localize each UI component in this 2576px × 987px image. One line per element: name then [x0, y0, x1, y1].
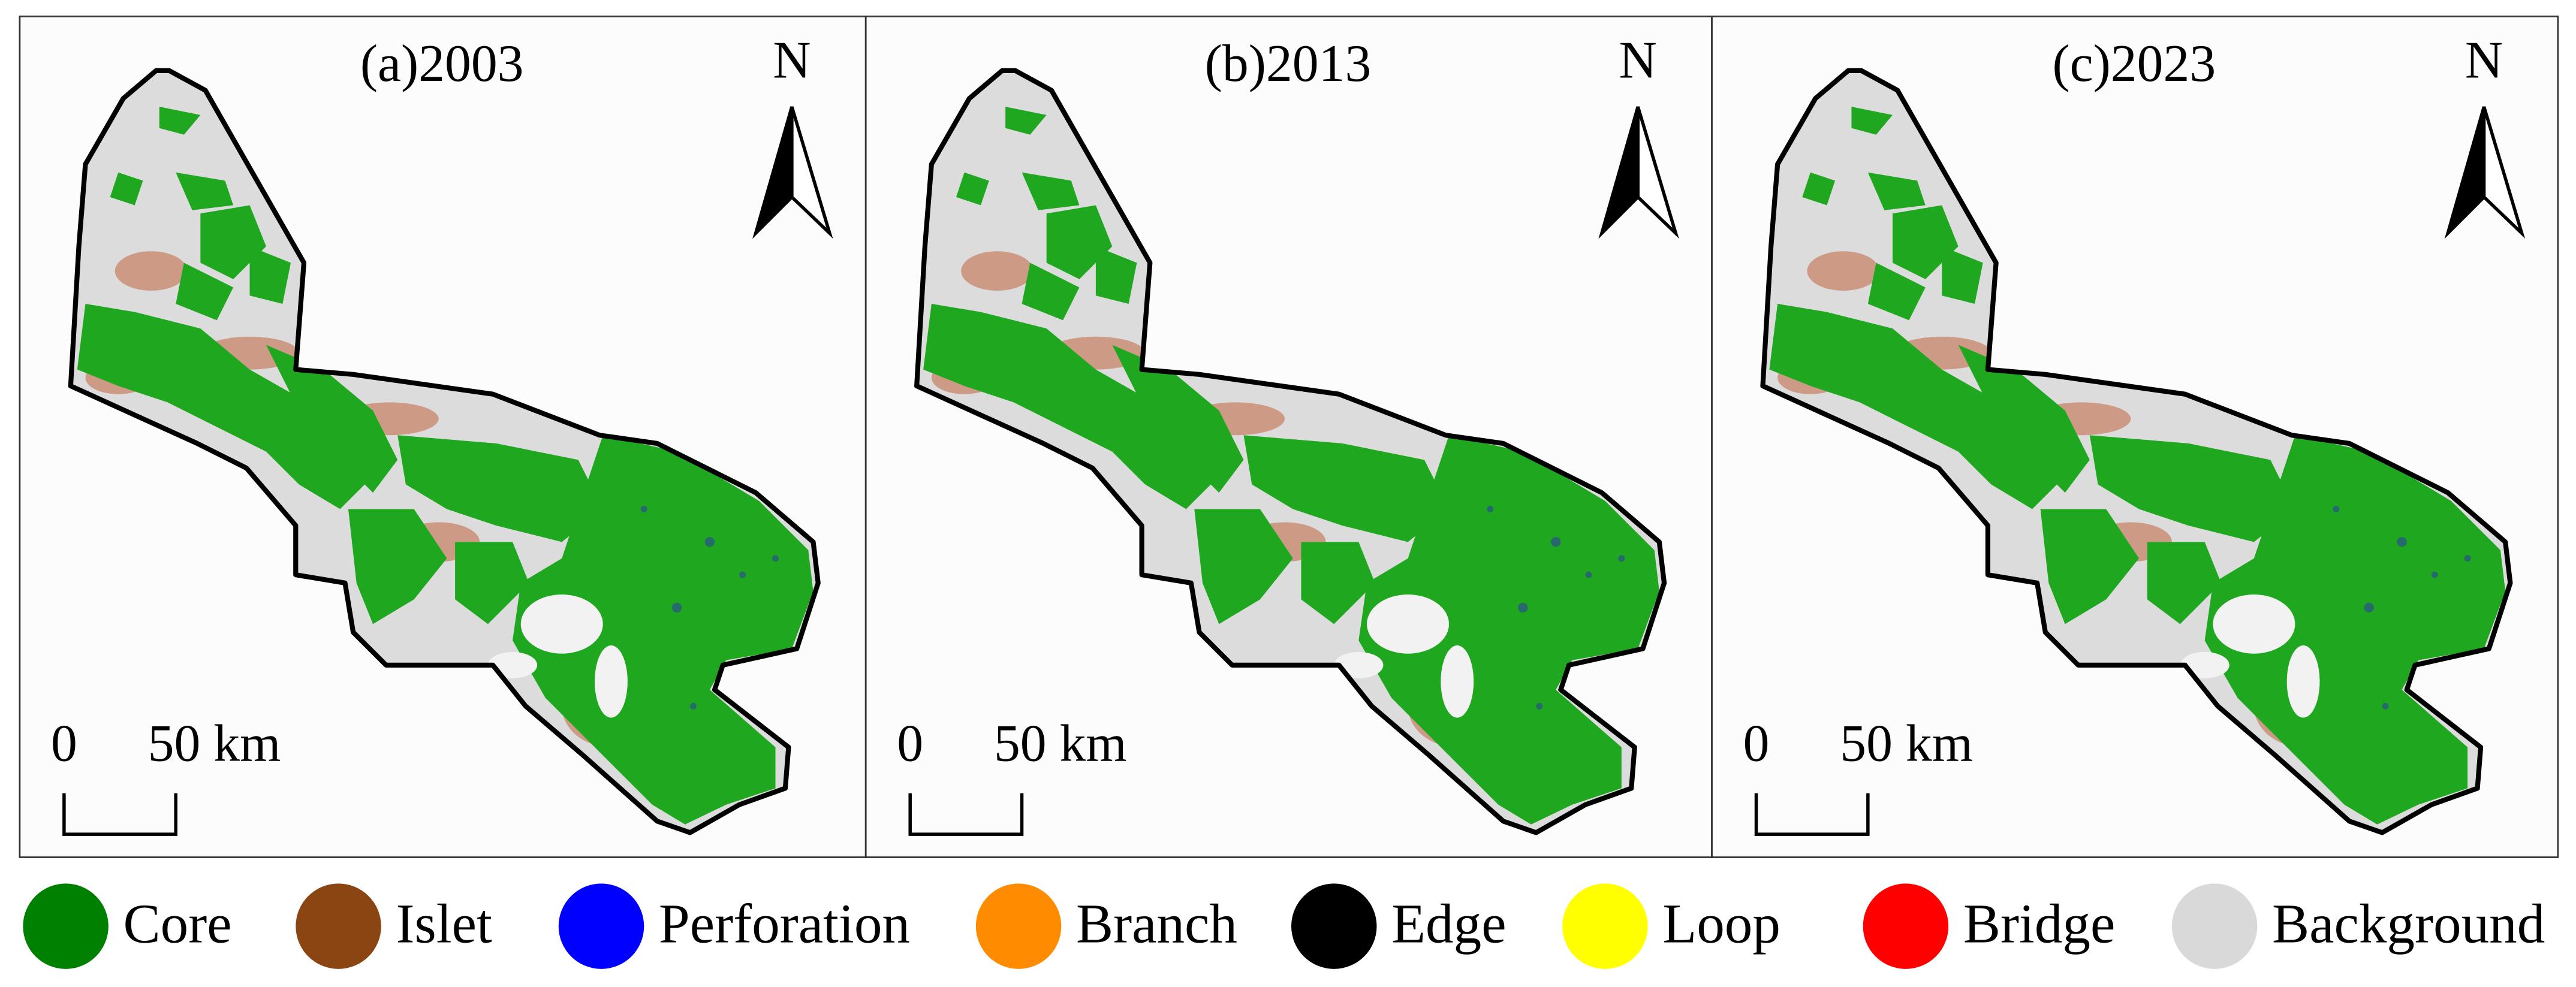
legend-label: Loop — [1662, 893, 1780, 955]
north-arrow-right — [790, 106, 833, 239]
legend-swatch — [1291, 883, 1377, 969]
legend-label: Background — [2272, 893, 2545, 955]
north-label: N — [1619, 31, 1657, 89]
legend-swatch — [1562, 883, 1648, 969]
legend-swatch — [1863, 883, 1949, 969]
legend-label: Edge — [1391, 893, 1506, 955]
map-panel: (b)2013 N 0 50 km — [864, 16, 1713, 858]
north-label: N — [2465, 31, 2503, 89]
scale-end: 50 km — [1840, 714, 1973, 772]
legend-label: Islet — [396, 893, 492, 955]
scale-bar — [1754, 793, 1870, 836]
north-arrow-right — [1636, 106, 1679, 239]
north-arrow-right — [2482, 106, 2526, 239]
north-label: N — [773, 31, 811, 89]
legend-label: Perforation — [659, 893, 910, 955]
legend-swatch — [2171, 883, 2258, 969]
panel-title: (c)2023 — [2052, 34, 2216, 92]
scale-start: 0 — [1743, 714, 1770, 772]
map-panel: (a)2003 N 0 50 km — [19, 16, 867, 858]
scale-bar — [908, 793, 1024, 836]
scale-end: 50 km — [148, 714, 281, 772]
panel-title: (a)2003 — [360, 34, 524, 92]
panel-title: (b)2013 — [1205, 34, 1372, 92]
legend-swatch — [23, 883, 109, 969]
scale-bar — [62, 793, 177, 836]
legend-label: Core — [123, 893, 232, 955]
legend-swatch — [296, 883, 381, 969]
map-panel: (c)2023 N 0 50 km — [1711, 16, 2559, 858]
legend-swatch — [975, 883, 1062, 969]
scale-end: 50 km — [994, 714, 1127, 772]
legend-swatch — [558, 883, 644, 969]
legend-label: Bridge — [1963, 893, 2116, 955]
scale-start: 0 — [897, 714, 923, 772]
scale-start: 0 — [51, 714, 77, 772]
legend-label: Branch — [1076, 893, 1237, 955]
